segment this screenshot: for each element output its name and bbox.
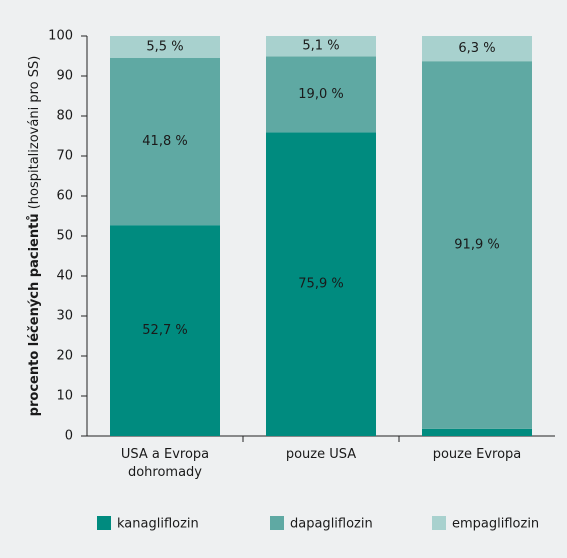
x-tick-label: pouze Evropa	[432, 447, 522, 462]
value-label: 19,0 %	[298, 87, 343, 102]
value-label: 5,5 %	[146, 40, 183, 55]
value-label: 41,8 %	[142, 134, 187, 149]
bar-segment	[110, 36, 220, 58]
y-tick-label: 20	[56, 349, 73, 364]
value-label: 91,9 %	[454, 238, 499, 253]
value-label: 52,7 %	[142, 323, 187, 338]
y-tick-label: 0	[65, 429, 73, 444]
bar-segment	[266, 36, 376, 57]
y-axis-label: procento léčených pacientů (hospitalizov…	[27, 56, 42, 417]
bar-segment	[422, 61, 532, 429]
bar-segment	[110, 58, 220, 226]
y-tick-label: 40	[56, 269, 73, 284]
value-label: 6,3 %	[458, 41, 495, 56]
y-label-rest: (hospitalizováni pro SS)	[27, 56, 42, 210]
y-tick-label: 80	[56, 109, 73, 124]
y-label-bold: procento léčených pacientů	[27, 213, 42, 416]
bar-segment	[110, 225, 220, 436]
y-tick-label: 60	[56, 189, 73, 204]
bar-segment	[422, 428, 532, 436]
legend-label: dapagliflozin	[290, 517, 373, 532]
y-tick-label: 50	[56, 229, 73, 244]
x-tick-label: pouze USA	[285, 447, 357, 462]
y-tick-label: 10	[56, 389, 73, 404]
bar-segment	[266, 132, 376, 436]
y-tick-label: 70	[56, 149, 73, 164]
value-label: 5,1 %	[302, 39, 339, 54]
bar-segment	[422, 36, 532, 62]
x-tick-label: USA a Evropa dohromady	[120, 447, 210, 480]
legend-label: empagliflozin	[452, 517, 539, 532]
y-tick-label: 90	[56, 69, 73, 84]
y-tick-label: 30	[56, 309, 73, 324]
legend-swatch	[97, 516, 111, 530]
value-label: 75,9 %	[298, 277, 343, 292]
y-tick-label: 100	[48, 29, 73, 44]
bar-segment	[266, 56, 376, 133]
legend-label: kanagliflozin	[117, 517, 199, 532]
legend-swatch	[270, 516, 284, 530]
legend-swatch	[432, 516, 446, 530]
